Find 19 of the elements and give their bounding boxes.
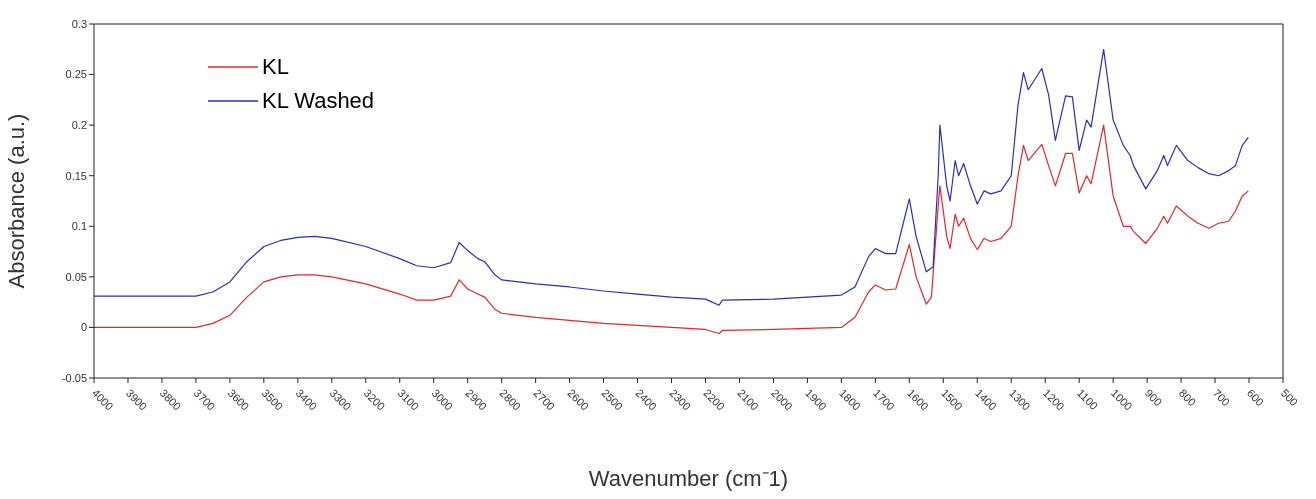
y-tick-label: 0.25: [65, 68, 87, 81]
y-tick-label: 0.15: [65, 169, 87, 182]
y-axis-title: Absorbance (a.u.): [3, 113, 29, 289]
x-tick-label: 800: [1176, 386, 1199, 409]
y-tick-label: -0.05: [61, 371, 87, 384]
y-tick-label: 0.2: [71, 119, 87, 132]
y-tick-label: 0: [80, 321, 87, 334]
x-tick-label: 600: [1244, 386, 1267, 409]
line-series: [94, 48, 1249, 306]
x-axis-title: Wavenumber (cm⁻1): [588, 466, 789, 491]
y-tick-label: 0.3: [71, 17, 87, 30]
legend-label: KL: [262, 53, 289, 81]
x-tick-label: 700: [1210, 386, 1233, 409]
y-tick-label: 0.1: [71, 220, 87, 233]
x-tick-label: 900: [1142, 386, 1165, 409]
line-series: [94, 124, 1249, 335]
y-tick-label: 0.05: [65, 270, 87, 283]
legend-label: KL Washed: [262, 87, 375, 115]
x-tick-label: 500: [1278, 386, 1301, 409]
